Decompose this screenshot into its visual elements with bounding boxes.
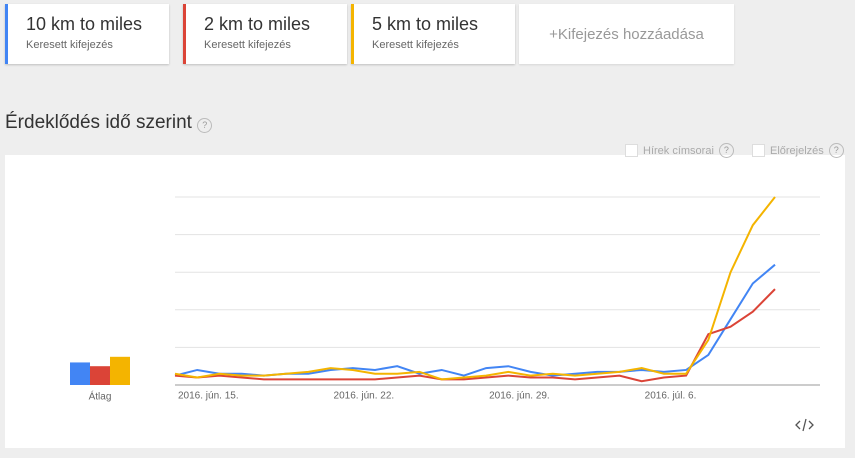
average-bar [110,356,130,385]
chart-panel [5,155,845,448]
help-icon[interactable]: ? [718,143,734,158]
section-title: Érdeklődés idő szerint ? [5,112,213,134]
add-term-button[interactable]: +Kifejezés hozzáadása [519,4,734,64]
option-news[interactable]: Hírek címsorai? [625,143,734,158]
term-card[interactable]: 10 km to miles Keresett kifejezés [5,4,169,64]
x-tick-label: 2016. júl. 6. [645,391,697,402]
x-tick-label: 2016. jún. 15. [178,391,239,402]
help-icon[interactable]: ? [828,143,844,158]
term-card[interactable]: 5 km to miles Keresett kifejezés [351,4,515,64]
checkbox[interactable] [625,144,638,157]
term-card[interactable]: 2 km to miles Keresett kifejezés [183,4,347,64]
term-name: 2 km to miles [204,14,311,34]
term-name: 5 km to miles [372,14,479,34]
x-tick-label: 2016. jún. 29. [489,391,550,402]
average-bar [70,362,90,385]
average-label: Átlag [89,390,112,403]
option-label: Előrejelzés [770,144,824,157]
title-text: Érdeklődés idő szerint [5,112,192,133]
option-label: Hírek címsorai [643,144,714,157]
checkbox[interactable] [752,144,765,157]
help-icon[interactable]: ? [197,118,213,133]
term-subtitle: Keresett kifejezés [204,39,291,51]
term-name: 10 km to miles [26,14,143,34]
add-term-label: Kifejezés hozzáadása [557,26,704,43]
series-line [174,196,776,381]
option-forecast[interactable]: Előrejelzés? [752,143,844,158]
term-subtitle: Keresett kifejezés [26,39,113,51]
series-line [174,288,776,383]
x-tick-label: 2016. jún. 22. [334,391,395,402]
series-line [174,263,776,377]
embed-icon[interactable] [795,418,814,432]
term-subtitle: Keresett kifejezés [372,39,459,51]
average-bar [90,366,110,385]
